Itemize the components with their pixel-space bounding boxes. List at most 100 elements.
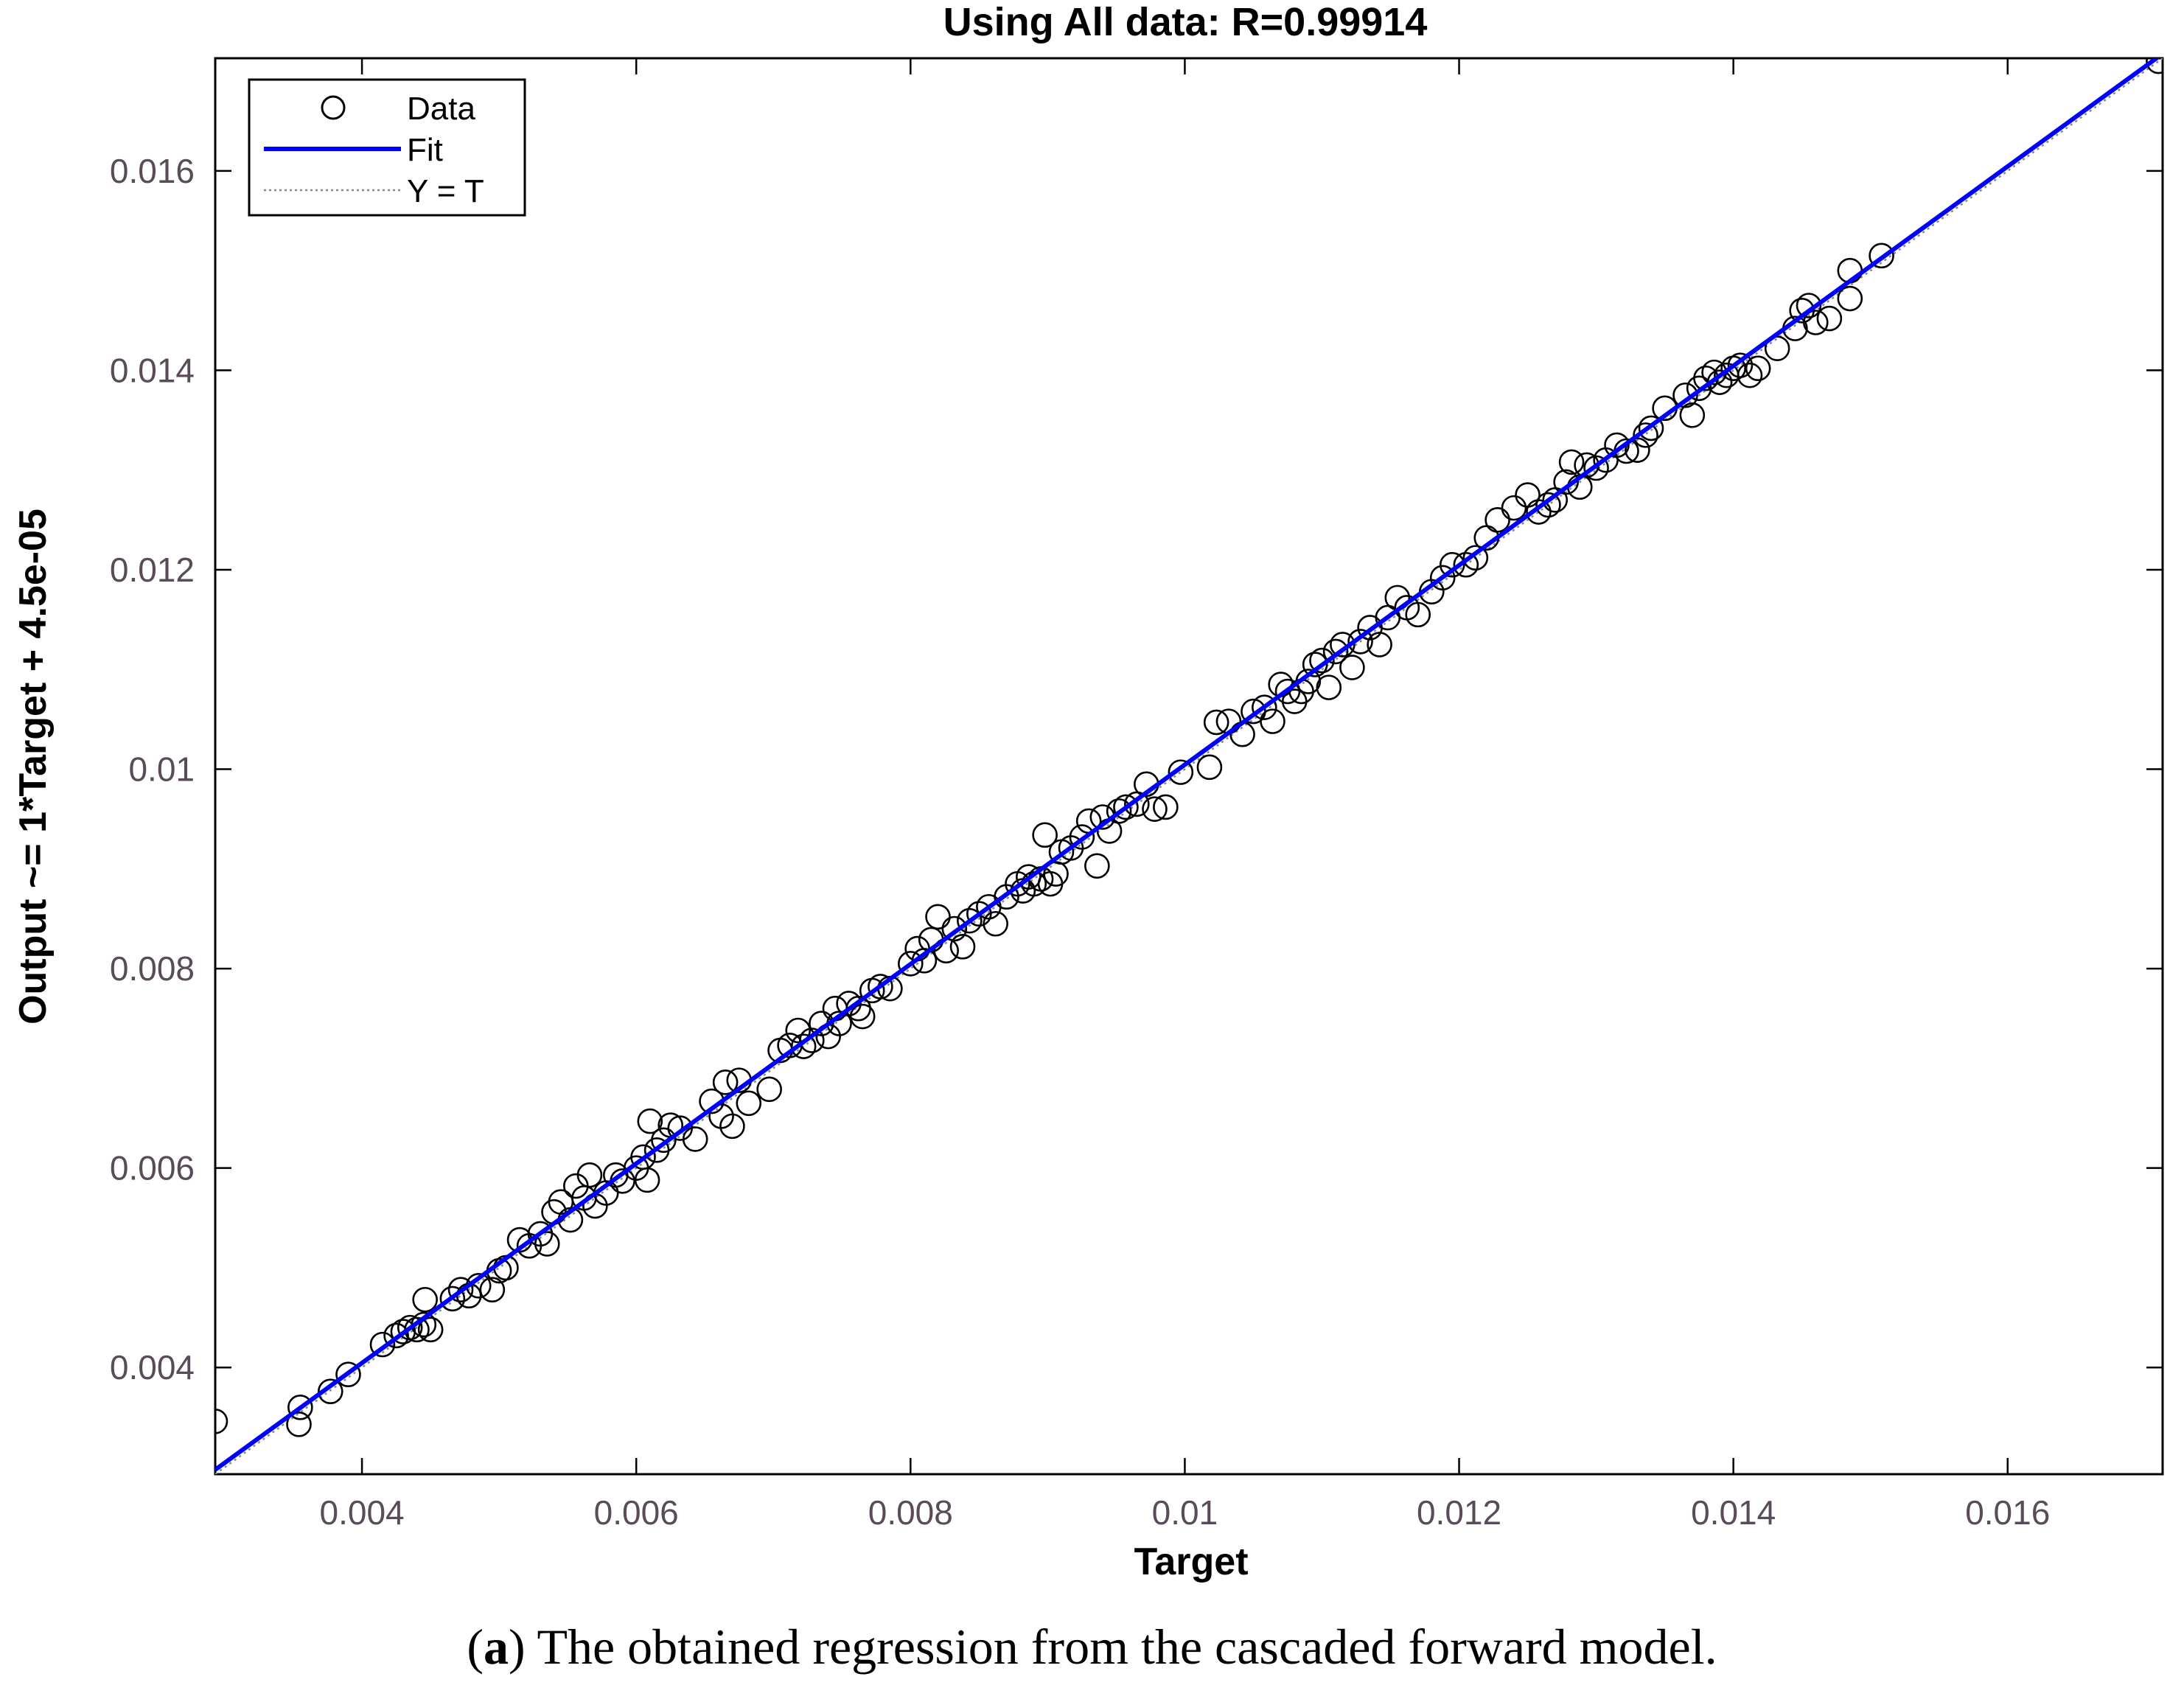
- y-axis-label: Output ~= 1*Target + 4.5e-05: [12, 509, 55, 1025]
- data-point: [1322, 638, 1349, 665]
- legend: Data Fit Y = T: [248, 78, 526, 217]
- data-point: [383, 1322, 409, 1349]
- data-point: [1802, 310, 1829, 335]
- data-point: [1084, 853, 1110, 879]
- data-point: [1113, 794, 1139, 820]
- data-point: [412, 1286, 438, 1313]
- data-point: [736, 1090, 762, 1117]
- legend-marker-data: [321, 95, 346, 120]
- y-tick-label: 0.004: [110, 1348, 195, 1386]
- data-point: [1203, 709, 1229, 736]
- data-point: [534, 1231, 560, 1257]
- chart-title: Using All data: R=0.99914: [943, 0, 1428, 44]
- data-point: [1553, 469, 1579, 495]
- data-point: [1558, 449, 1585, 475]
- caption-text: The obtained regression from the cascade…: [537, 1619, 1717, 1675]
- y-tick-label: 0.008: [110, 949, 195, 988]
- data-point: [682, 1126, 708, 1152]
- data-point: [1069, 824, 1095, 850]
- x-tick-label: 0.006: [594, 1493, 679, 1532]
- data-point: [712, 1070, 739, 1095]
- legend-label: Data: [407, 91, 475, 127]
- y-tick-label: 0.006: [110, 1149, 195, 1187]
- data-point: [1439, 551, 1465, 578]
- data-point: [949, 934, 976, 960]
- data-point: [1196, 754, 1223, 781]
- data-point: [1367, 632, 1392, 657]
- data-point: [719, 1113, 745, 1140]
- data-point: [479, 1277, 506, 1303]
- data-point: [868, 974, 893, 999]
- x-tick-label: 0.01: [1152, 1493, 1218, 1532]
- legend-label: Fit: [407, 132, 443, 168]
- legend-label: Y = T: [407, 173, 484, 209]
- data-point: [1405, 601, 1431, 628]
- chart-svg: Using All data: R=0.99914 Target Output …: [12, 0, 2164, 1583]
- figure-caption: (a) The obtained regression from the cas…: [467, 1619, 1717, 1675]
- data-point: [634, 1167, 660, 1193]
- data-point: [1816, 305, 1843, 332]
- caption-letter: a: [484, 1619, 509, 1675]
- data-point: [849, 1003, 876, 1030]
- data-point: [1727, 352, 1754, 378]
- data-point: [1638, 415, 1664, 442]
- x-tick-label: 0.016: [1965, 1493, 2050, 1532]
- x-tick-label: 0.012: [1417, 1493, 1501, 1532]
- data-point: [317, 1378, 343, 1405]
- data-point: [576, 1162, 603, 1188]
- data-point: [447, 1277, 474, 1303]
- data-point: [1316, 674, 1342, 700]
- data-point: [1679, 402, 1706, 428]
- data-point: [2146, 58, 2163, 74]
- data-point: [651, 1127, 677, 1154]
- data-point: [215, 1409, 228, 1434]
- data-point: [1330, 632, 1356, 657]
- data-point: [983, 910, 1008, 937]
- data-point: [1583, 455, 1609, 481]
- fit-line: [215, 58, 2160, 1472]
- data-point: [1837, 285, 1863, 312]
- data-point: [286, 1412, 312, 1437]
- data-point: [1796, 293, 1822, 318]
- data-point: [637, 1108, 663, 1134]
- data-point: [1032, 822, 1058, 848]
- y-tick-label: 0.012: [110, 551, 195, 589]
- data-point: [369, 1331, 396, 1358]
- data-point: [790, 1033, 817, 1059]
- data-point: [1339, 655, 1365, 680]
- data-point: [1485, 507, 1510, 533]
- x-tick-label: 0.008: [868, 1493, 953, 1532]
- data-point: [756, 1076, 782, 1103]
- data-point: [785, 1017, 812, 1044]
- y-tick-label: 0.014: [110, 351, 195, 389]
- data-point: [1737, 362, 1763, 388]
- data-point: [1168, 759, 1194, 785]
- data-point: [1745, 355, 1771, 382]
- data-point: [1535, 492, 1561, 518]
- data-point: [287, 1395, 313, 1420]
- data-point: [898, 951, 924, 977]
- plot-content: [215, 58, 2163, 1474]
- data-point: [1462, 545, 1489, 571]
- data-point: [439, 1285, 466, 1312]
- data-point: [1526, 499, 1552, 525]
- y-tick-label: 0.01: [128, 750, 195, 789]
- data-point: [1106, 798, 1132, 824]
- data-point: [417, 1316, 444, 1343]
- data-point: [335, 1361, 361, 1388]
- data-point: [957, 907, 983, 934]
- x-tick-label: 0.014: [1691, 1493, 1776, 1532]
- data-point: [1347, 629, 1373, 655]
- data-point: [1252, 694, 1277, 720]
- data-point: [809, 1011, 834, 1036]
- data-point: [1453, 551, 1479, 578]
- data-point: [1869, 243, 1894, 269]
- data-point: [925, 904, 951, 930]
- x-tick-label: 0.004: [320, 1493, 405, 1532]
- y-tick-label: 0.016: [110, 152, 195, 190]
- data-point: [941, 915, 968, 942]
- data-point: [1302, 652, 1328, 677]
- data-point: [1309, 647, 1335, 674]
- data-point: [1142, 796, 1168, 822]
